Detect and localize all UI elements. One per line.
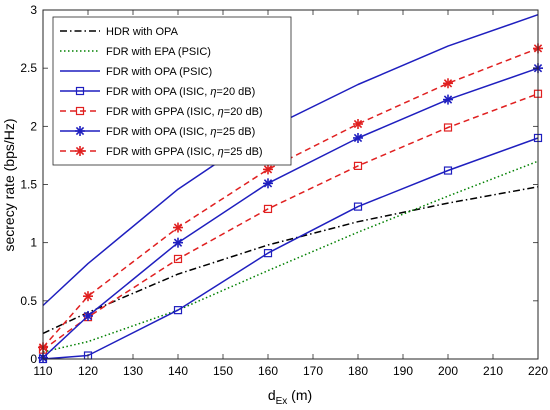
- legend-label: FDR with GPPA (ISIC, η=25 dB): [106, 146, 263, 158]
- legend-marker: [75, 86, 85, 96]
- data-point-square: [443, 166, 453, 175]
- x-tick-label: 220: [528, 364, 548, 378]
- legend-marker: [75, 146, 85, 156]
- data-point-square: [353, 202, 363, 211]
- data-point-star: [173, 222, 183, 233]
- y-tick-label: 3: [30, 3, 37, 17]
- data-point-star: [443, 78, 453, 89]
- legend-entry: HDR with OPA: [60, 26, 179, 38]
- x-tick-label: 180: [348, 364, 368, 378]
- series-6: [38, 63, 543, 363]
- data-point-star: [263, 164, 273, 175]
- data-point-star: [353, 119, 363, 130]
- legend-entry: FDR with GPPA (ISIC, η=20 dB): [60, 106, 263, 118]
- x-tick-label: 140: [168, 364, 188, 378]
- data-point-star: [83, 291, 93, 302]
- y-axis: 0 0.5 1 1.5 2 2.5 3: [20, 3, 538, 366]
- x-tick-label: 150: [213, 364, 233, 378]
- y-tick-label: 1: [30, 236, 37, 250]
- x-tick-label: 190: [393, 364, 413, 378]
- x-tick-label: 120: [78, 364, 98, 378]
- x-tick-label: 110: [33, 364, 52, 378]
- x-tick-label: 210: [483, 364, 503, 378]
- x-tick-label: 170: [303, 364, 323, 378]
- x-axis-label-unit: (m): [287, 387, 312, 403]
- y-tick-label: 0.5: [20, 294, 37, 308]
- legend-label: FDR with OPA (PSIC): [106, 66, 212, 78]
- legend-label: HDR with OPA: [106, 26, 179, 38]
- y-tick-label: 0: [30, 352, 37, 366]
- x-axis: 110 120 130 140 150 160 170 180 190 200 210 220: [33, 10, 548, 378]
- legend-entry: FDR with OPA (ISIC, η=25 dB): [60, 126, 255, 138]
- legend-entry: FDR with EPA (PSIC): [60, 46, 211, 58]
- data-point-star: [173, 237, 183, 248]
- y-axis-label: secrecy rate (bps/Hz): [1, 118, 17, 251]
- x-axis-label: dEx (m): [268, 387, 312, 407]
- data-point-star: [83, 310, 93, 321]
- y-tick-label: 2: [30, 119, 37, 133]
- data-point-star: [443, 94, 453, 105]
- legend: HDR with OPA FDR with EPA (PSIC) FDR with …: [52, 16, 292, 166]
- data-point-square: [443, 123, 453, 132]
- x-tick-label: 160: [258, 364, 278, 378]
- legend-marker: [75, 126, 85, 136]
- data-point-star: [353, 132, 363, 143]
- data-point-square: [173, 306, 183, 315]
- legend-entry: FDR with OPA (ISIC, η=20 dB): [60, 86, 255, 98]
- y-tick-label: 1.5: [20, 178, 37, 192]
- legend-label: FDR with GPPA (ISIC, η=20 dB): [106, 106, 263, 118]
- legend-entry: FDR with OPA (PSIC): [60, 66, 212, 78]
- legend-entry: FDR with GPPA (ISIC, η=25 dB): [60, 146, 263, 158]
- legend-marker: [75, 106, 85, 116]
- data-point-square: [263, 204, 273, 214]
- data-point-square: [263, 249, 273, 258]
- data-point-square: [173, 254, 183, 264]
- legend-label: FDR with OPA (ISIC, η=25 dB): [106, 126, 255, 138]
- x-axis-label-subscript: Ex: [276, 396, 288, 407]
- legend-label: FDR with EPA (PSIC): [106, 46, 211, 58]
- data-point-square: [353, 161, 363, 170]
- y-tick-label: 2.5: [20, 61, 37, 75]
- x-tick-label: 130: [123, 364, 143, 378]
- data-point-star: [263, 178, 273, 189]
- x-tick-label: 200: [438, 364, 458, 378]
- legend-label: FDR with OPA (ISIC, η=20 dB): [106, 86, 255, 98]
